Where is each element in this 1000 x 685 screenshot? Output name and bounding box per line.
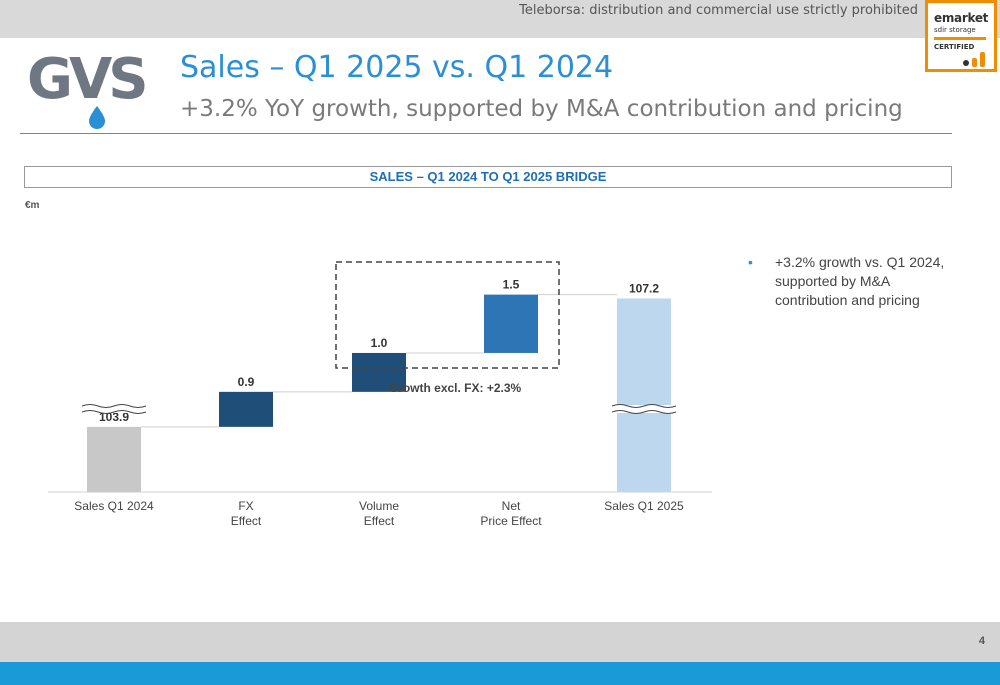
title-divider [20,133,952,134]
page-subtitle: +3.2% YoY growth, supported by M&A contr… [180,96,903,122]
axis-break-mark-4-0 [611,404,677,408]
page-number: 4 [978,635,985,647]
chart-section-title: SALES – Q1 2024 TO Q1 2025 BRIDGE [24,166,952,188]
axis-break-gap-0 [84,405,144,413]
bullet-text: +3.2% growth vs. Q1 2024, supported by M… [775,254,945,308]
badge-rule [934,37,986,40]
badge-certified: CERTIFIED [934,43,975,51]
data-label-1: 0.9 [238,375,255,389]
category-label-1: FX Effect [231,499,262,528]
data-label-3: 1.5 [503,278,520,292]
footer-bar [0,622,1000,662]
water-drop-icon [89,106,105,129]
logo-lettering: GVS [27,50,145,112]
axis-break-mark-4-1 [611,410,677,414]
growth-annotation: Growth excl. FX: +2.3% [389,381,522,395]
category-label-2: Volume Effect [359,499,399,528]
category-label-line: Volume [359,499,399,513]
category-label-4: Sales Q1 2025 [604,499,684,513]
data-label-2: 1.0 [371,336,388,350]
category-label-3: Net Price Effect [480,499,542,528]
waterfall-bar-1 [219,391,273,427]
badge-bars-icon [963,52,985,67]
category-label-line: Net [502,499,521,513]
watermark-text: Teleborsa: distribution and commercial u… [519,3,918,18]
waterfall-bar-3 [484,294,538,353]
growth-highlight-box [335,261,560,369]
data-label-4: 107.2 [629,282,659,296]
category-label-line: Effect [231,514,262,528]
category-label-line: Price Effect [480,514,542,528]
category-label-line: Sales Q1 2025 [604,499,684,513]
top-bar [0,0,1000,38]
axis-break-gap-4 [614,405,674,413]
badge-brand: emarket [934,11,989,25]
category-label-0: Sales Q1 2024 [74,499,154,513]
gvs-logo: GVS [25,47,175,130]
bottom-accent-bar [0,662,1000,685]
axis-break-mark-0-0 [81,404,147,408]
waterfall-bar-4 [617,298,671,492]
bullet-dot-icon: • [748,254,753,270]
emarket-certified-badge: emarket sdir storage CERTIFIED [925,0,997,72]
category-label-line: Effect [364,514,395,528]
chart-unit-label: €m [25,200,40,211]
badge-subtitle: sdir storage [934,26,976,34]
category-label-line: Sales Q1 2024 [74,499,154,513]
waterfall-bar-2 [352,352,406,392]
axis-break-mark-0-1 [81,410,147,414]
waterfall-bar-0 [87,426,141,492]
category-label-line: FX [238,499,253,513]
page-title: Sales – Q1 2025 vs. Q1 2024 [180,50,614,85]
